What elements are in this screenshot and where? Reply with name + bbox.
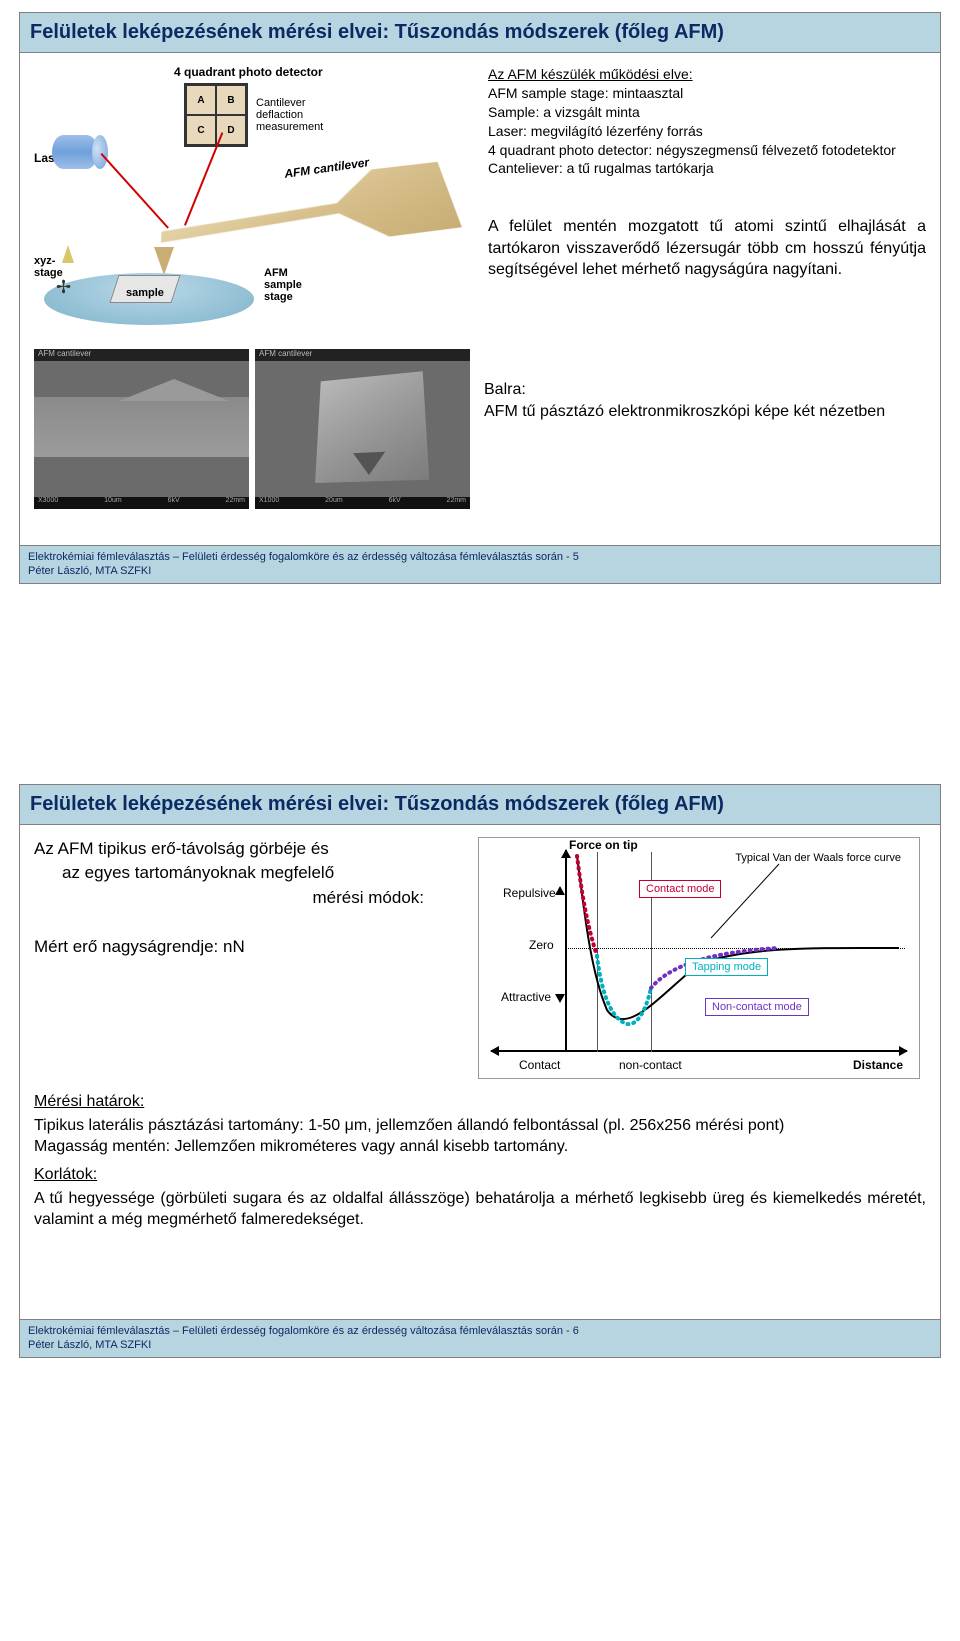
p-constraints: A tű hegyessége (görbületi sugara és az …	[34, 1188, 926, 1231]
sem1-kv: 6kV	[168, 497, 180, 509]
force-distance-graph: Force on tip Repulsive Zero Attractive	[478, 837, 920, 1079]
g-distance: Distance	[853, 1058, 903, 1072]
det-cell-a: A	[186, 85, 216, 115]
s2-l2: az egyes tartományoknak megfelelő	[34, 861, 464, 886]
mode-tapping: Tapping mode	[685, 958, 768, 976]
sem2-mag: X1000	[259, 497, 279, 509]
label-afm-cant: AFM cantilever	[283, 155, 369, 181]
sem1-header: AFM cantilever	[34, 349, 249, 361]
sem1-tip	[119, 379, 229, 401]
footer1-line2: Péter László, MTA SZFKI	[28, 564, 932, 578]
p-height: Magasság mentén: Jellemzően mikrométeres…	[34, 1136, 926, 1158]
s2-l4: Mért erő nagyságrendje: nN	[34, 935, 464, 960]
sec-limits: Mérési határok:	[34, 1093, 926, 1111]
sec-constraints: Korlátok:	[34, 1166, 926, 1184]
desc-l0: Az AFM készülék működési elve:	[488, 65, 926, 84]
label-stage: AFM sample stage	[264, 267, 314, 303]
sem1-wd: 22mm	[226, 497, 245, 509]
slide-2-title: Felületek leképezésének mérési elvei: Tű…	[20, 785, 940, 825]
det-cell-d: D	[216, 115, 246, 145]
slide-1-footer: Elektrokémiai fémleválasztás – Felületi …	[20, 545, 940, 583]
footer2-line2: Péter László, MTA SZFKI	[28, 1338, 932, 1352]
desc-paragraph: A felület mentén mozgatott tű atomi szin…	[488, 216, 926, 281]
sem2-scale: 20um	[325, 497, 343, 509]
sem1-footer: X3000 10um 6kV 22mm	[34, 497, 249, 509]
sem1-mag: X3000	[38, 497, 58, 509]
mode-noncontact: Non-contact mode	[705, 998, 809, 1016]
sem-image-1: AFM cantilever X3000 10um 6kV 22mm	[34, 349, 249, 509]
mode-contact: Contact mode	[639, 880, 721, 898]
afm-description: Az AFM készülék működési elve: AFM sampl…	[488, 65, 926, 335]
sem1-scale: 10um	[104, 497, 122, 509]
desc-l4: 4 quadrant photo detector: négyszegmensű…	[488, 141, 926, 160]
laser-cap	[92, 135, 108, 169]
label-xyz: xyz-stage	[34, 255, 74, 279]
p-lateral: Tipikus laterális pásztázási tartomány: …	[34, 1115, 926, 1137]
g-curve-label: Typical Van der Waals force curve	[735, 852, 901, 864]
sem2-block	[315, 371, 429, 483]
label-cant-meas: Cantilever deflaction measurement	[256, 97, 336, 133]
det-cell-c: C	[186, 115, 216, 145]
footer2-line1: Elektrokémiai fémleválasztás – Felületi …	[28, 1324, 932, 1338]
desc-l2: Sample: a vizsgált minta	[488, 103, 926, 122]
sem-images: AFM cantilever X3000 10um 6kV 22mm AFM c…	[34, 349, 470, 509]
slide-2: Felületek leképezésének mérési elvei: Tű…	[19, 784, 941, 1358]
det-cell-b: B	[216, 85, 246, 115]
label-sample: sample	[126, 287, 164, 299]
footer1-line1: Elektrokémiai fémleválasztás – Felületi …	[28, 550, 932, 564]
afm-schematic: Laser 4 quadrant photo detector A B C D …	[34, 65, 474, 335]
desc-l1: AFM sample stage: mintaasztal	[488, 84, 926, 103]
sem2-wd: 22mm	[447, 497, 466, 509]
slide-1-body: Laser 4 quadrant photo detector A B C D …	[20, 53, 940, 545]
sem2-kv: 6kV	[389, 497, 401, 509]
sem-image-2: AFM cantilever X1000 20um 6kV 22mm	[255, 349, 470, 509]
cantilever-tip	[154, 247, 174, 275]
slide-1-title: Felületek leképezésének mérési elvei: Tű…	[20, 13, 940, 53]
s2-l3: mérési módok:	[34, 886, 464, 911]
sem1-cantilever	[34, 397, 249, 457]
s2-l1: Az AFM tipikus erő-távolság görbéje és	[34, 837, 464, 862]
sem-caption: Balra: AFM tű pásztázó elektronmikroszkó…	[484, 349, 885, 523]
xyz-cross-icon: ✢	[56, 277, 71, 298]
desc-l3: Laser: megvilágító lézerfény forrás	[488, 122, 926, 141]
sem2-footer: X1000 20um 6kV 22mm	[255, 497, 470, 509]
slide-1: Felületek leképezésének mérési elvei: Tű…	[19, 12, 941, 584]
g-contact-x: Contact	[519, 1058, 560, 1072]
g-noncontact-x: non-contact	[619, 1058, 682, 1072]
slide2-left-text: Az AFM tipikus erő-távolság görbéje és a…	[34, 837, 464, 960]
slide-2-body: Az AFM tipikus erő-távolság görbéje és a…	[20, 825, 940, 1319]
slide-2-footer: Elektrokémiai fémleválasztás – Felületi …	[20, 1319, 940, 1357]
label-detector: 4 quadrant photo detector	[174, 65, 323, 79]
sem2-header: AFM cantilever	[255, 349, 470, 361]
desc-l5: Canteliever: a tű rugalmas tartókarja	[488, 159, 926, 178]
laser-beam-in	[101, 153, 169, 229]
quadrant-detector: A B C D	[184, 83, 248, 147]
